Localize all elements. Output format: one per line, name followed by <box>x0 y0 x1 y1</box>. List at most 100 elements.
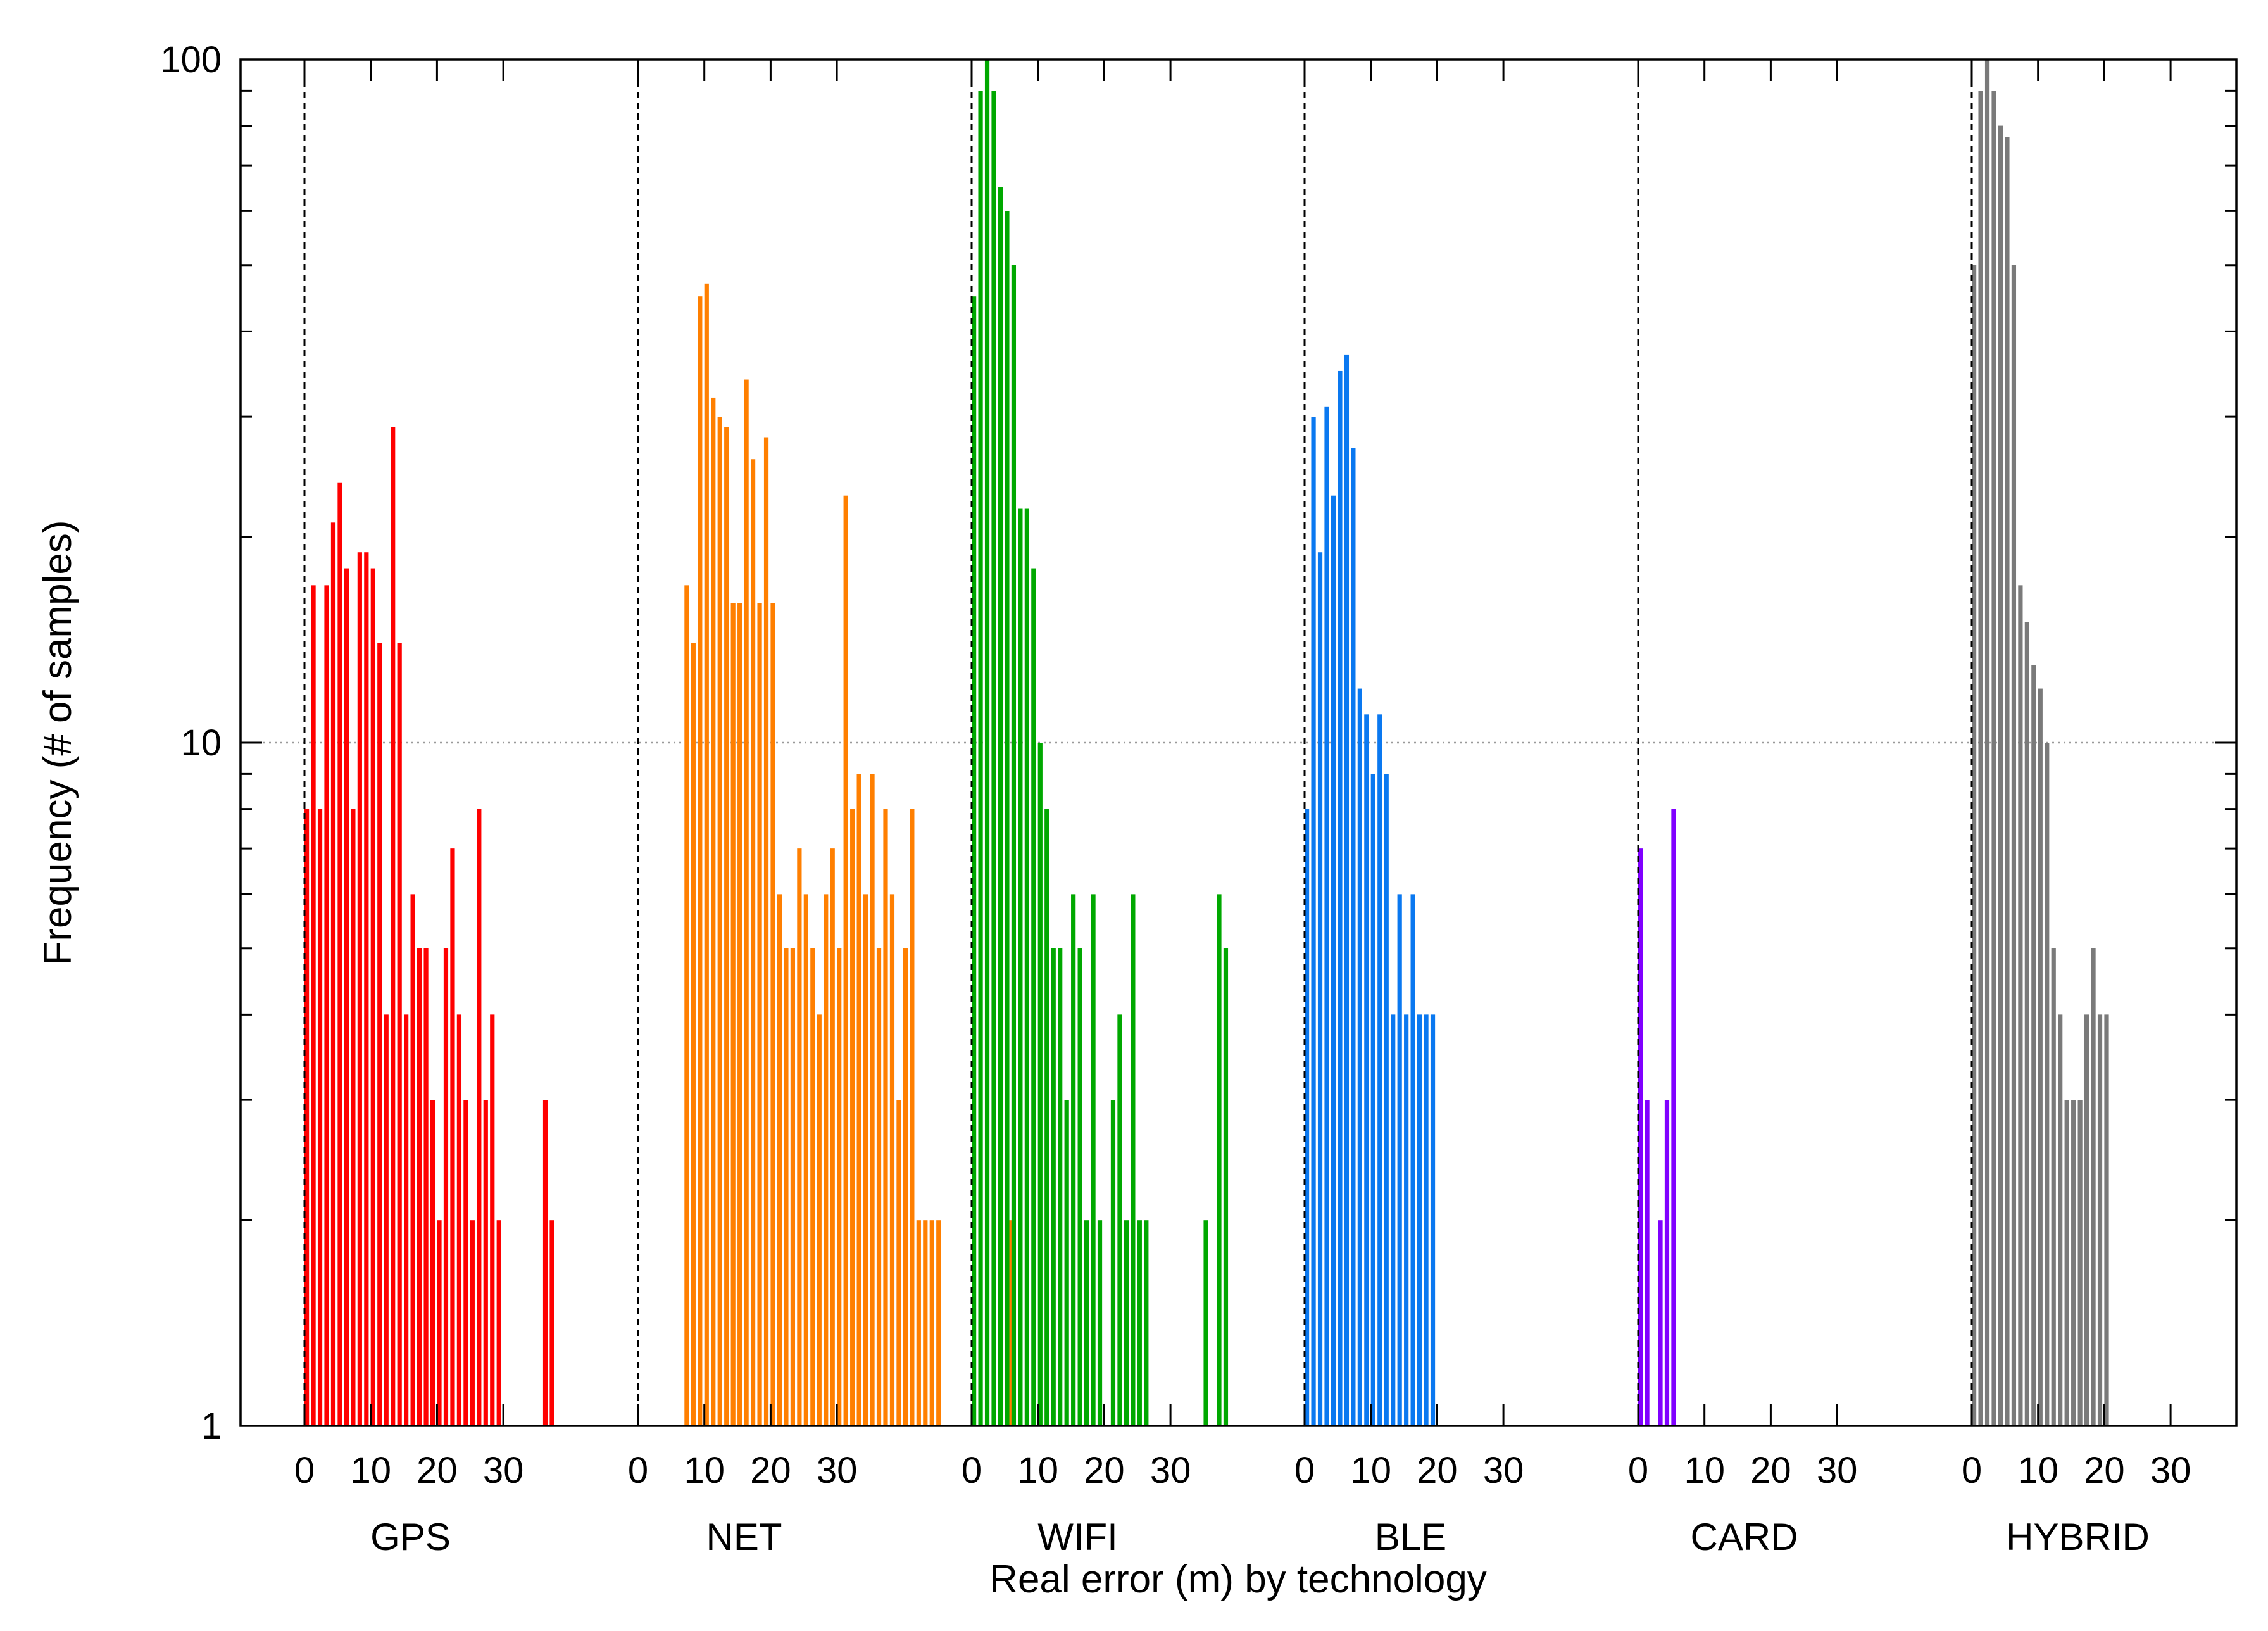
x-tick-label: 20 <box>1084 1450 1125 1491</box>
bar-wifi-21 <box>1110 1100 1116 1426</box>
bar-net-45 <box>936 1220 941 1426</box>
x-tick-label: 0 <box>1962 1450 1982 1491</box>
bar-wifi-38 <box>1223 948 1229 1426</box>
bar-wifi-5 <box>1005 211 1010 1426</box>
bar-gps-13 <box>391 427 396 1426</box>
bar-wifi-19 <box>1097 1220 1103 1426</box>
bar-net-43 <box>923 1220 928 1426</box>
bar-gps-11 <box>377 643 382 1426</box>
group-label-net: NET <box>706 1516 782 1558</box>
bar-wifi-3 <box>991 91 996 1426</box>
bar-hybrid-10 <box>2038 688 2043 1426</box>
bar-wifi-22 <box>1117 1014 1122 1426</box>
bar-net-16 <box>744 379 749 1426</box>
bar-hybrid-13 <box>2058 1014 2063 1426</box>
x-tick-label: 30 <box>2150 1450 2191 1491</box>
bar-wifi-10 <box>1037 743 1043 1426</box>
bar-wifi-25 <box>1137 1220 1142 1426</box>
bar-gps-8 <box>357 552 362 1426</box>
x-tick-label: 0 <box>962 1450 982 1491</box>
bar-wifi-16 <box>1077 948 1082 1426</box>
bar-ble-8 <box>1357 688 1362 1426</box>
bar-gps-20 <box>437 1220 442 1426</box>
x-tick-label: 20 <box>1417 1450 1458 1491</box>
bar-net-25 <box>803 894 808 1426</box>
bar-hybrid-6 <box>2011 265 2017 1426</box>
bar-net-32 <box>850 809 855 1426</box>
bar-net-17 <box>750 459 756 1426</box>
bar-wifi-15 <box>1071 894 1076 1426</box>
bar-net-21 <box>777 894 782 1426</box>
bar-wifi-0 <box>972 296 977 1426</box>
bar-card-5 <box>1671 809 1676 1426</box>
x-tick-label: 10 <box>2017 1450 2058 1491</box>
group-label-card: CARD <box>1691 1516 1798 1558</box>
bar-hybrid-17 <box>2084 1014 2089 1426</box>
bar-net-37 <box>883 809 888 1426</box>
bar-gps-27 <box>483 1100 488 1426</box>
bar-hybrid-1 <box>1978 91 1983 1426</box>
bar-card-0 <box>1638 848 1643 1426</box>
bar-wifi-6 <box>1011 265 1017 1426</box>
bar-hybrid-11 <box>2045 743 2050 1426</box>
bar-gps-16 <box>410 894 415 1426</box>
bar-ble-18 <box>1424 1014 1429 1426</box>
bar-ble-17 <box>1417 1014 1422 1426</box>
x-tick-label: 20 <box>417 1450 458 1491</box>
bar-gps-9 <box>364 552 369 1426</box>
bar-ble-1 <box>1311 417 1316 1426</box>
bar-hybrid-0 <box>1972 265 1977 1426</box>
bar-wifi-17 <box>1084 1220 1089 1426</box>
bar-ble-3 <box>1324 406 1329 1426</box>
bar-net-12 <box>717 417 722 1426</box>
bar-net-31 <box>843 495 848 1426</box>
bar-ble-2 <box>1317 552 1323 1426</box>
x-tick-label: 0 <box>294 1450 315 1491</box>
bar-net-19 <box>763 437 769 1426</box>
y-axis-title: Frequency (# of samples) <box>36 520 80 966</box>
bar-gps-12 <box>384 1014 389 1426</box>
bar-net-34 <box>863 894 868 1426</box>
bar-net-13 <box>724 427 729 1426</box>
y-tick-label: 10 <box>180 722 222 764</box>
x-tick-label: 30 <box>1150 1450 1191 1491</box>
bar-gps-2 <box>317 809 323 1426</box>
bar-ble-12 <box>1384 774 1389 1426</box>
bar-gps-18 <box>423 948 429 1426</box>
bar-gps-6 <box>344 568 349 1426</box>
bar-ble-16 <box>1410 894 1415 1426</box>
bar-hybrid-5 <box>2005 137 2010 1426</box>
bar-net-11 <box>711 397 716 1426</box>
bar-wifi-35 <box>1203 1220 1208 1426</box>
bar-net-44 <box>929 1220 934 1426</box>
group-label-ble: BLE <box>1375 1516 1446 1558</box>
bar-net-8 <box>691 643 696 1426</box>
x-tick-label: 20 <box>2084 1450 2125 1491</box>
bar-hybrid-2 <box>1984 60 1990 1426</box>
bar-card-3 <box>1658 1220 1663 1426</box>
bar-gps-28 <box>490 1014 495 1426</box>
bar-ble-10 <box>1370 774 1375 1426</box>
bar-ble-9 <box>1364 714 1369 1426</box>
bar-gps-5 <box>337 482 342 1426</box>
bar-hybrid-3 <box>1991 91 1996 1426</box>
group-label-wifi: WIFI <box>1037 1516 1118 1558</box>
bar-wifi-2 <box>984 60 990 1426</box>
bar-gps-23 <box>456 1014 462 1426</box>
bar-net-41 <box>910 809 915 1426</box>
bar-net-7 <box>684 585 689 1426</box>
bar-hybrid-14 <box>2064 1100 2069 1426</box>
bar-wifi-4 <box>998 187 1003 1426</box>
bar-net-15 <box>737 603 742 1426</box>
y-tick-label: 1 <box>201 1406 222 1447</box>
bar-card-1 <box>1645 1100 1650 1426</box>
bar-net-38 <box>889 894 895 1426</box>
bar-gps-22 <box>450 848 455 1426</box>
bar-net-36 <box>876 948 882 1426</box>
bar-wifi-1 <box>978 91 983 1426</box>
bar-gps-24 <box>463 1100 468 1426</box>
x-tick-label: 30 <box>483 1450 524 1491</box>
bar-net-30 <box>837 948 842 1426</box>
x-tick-label: 20 <box>750 1450 791 1491</box>
